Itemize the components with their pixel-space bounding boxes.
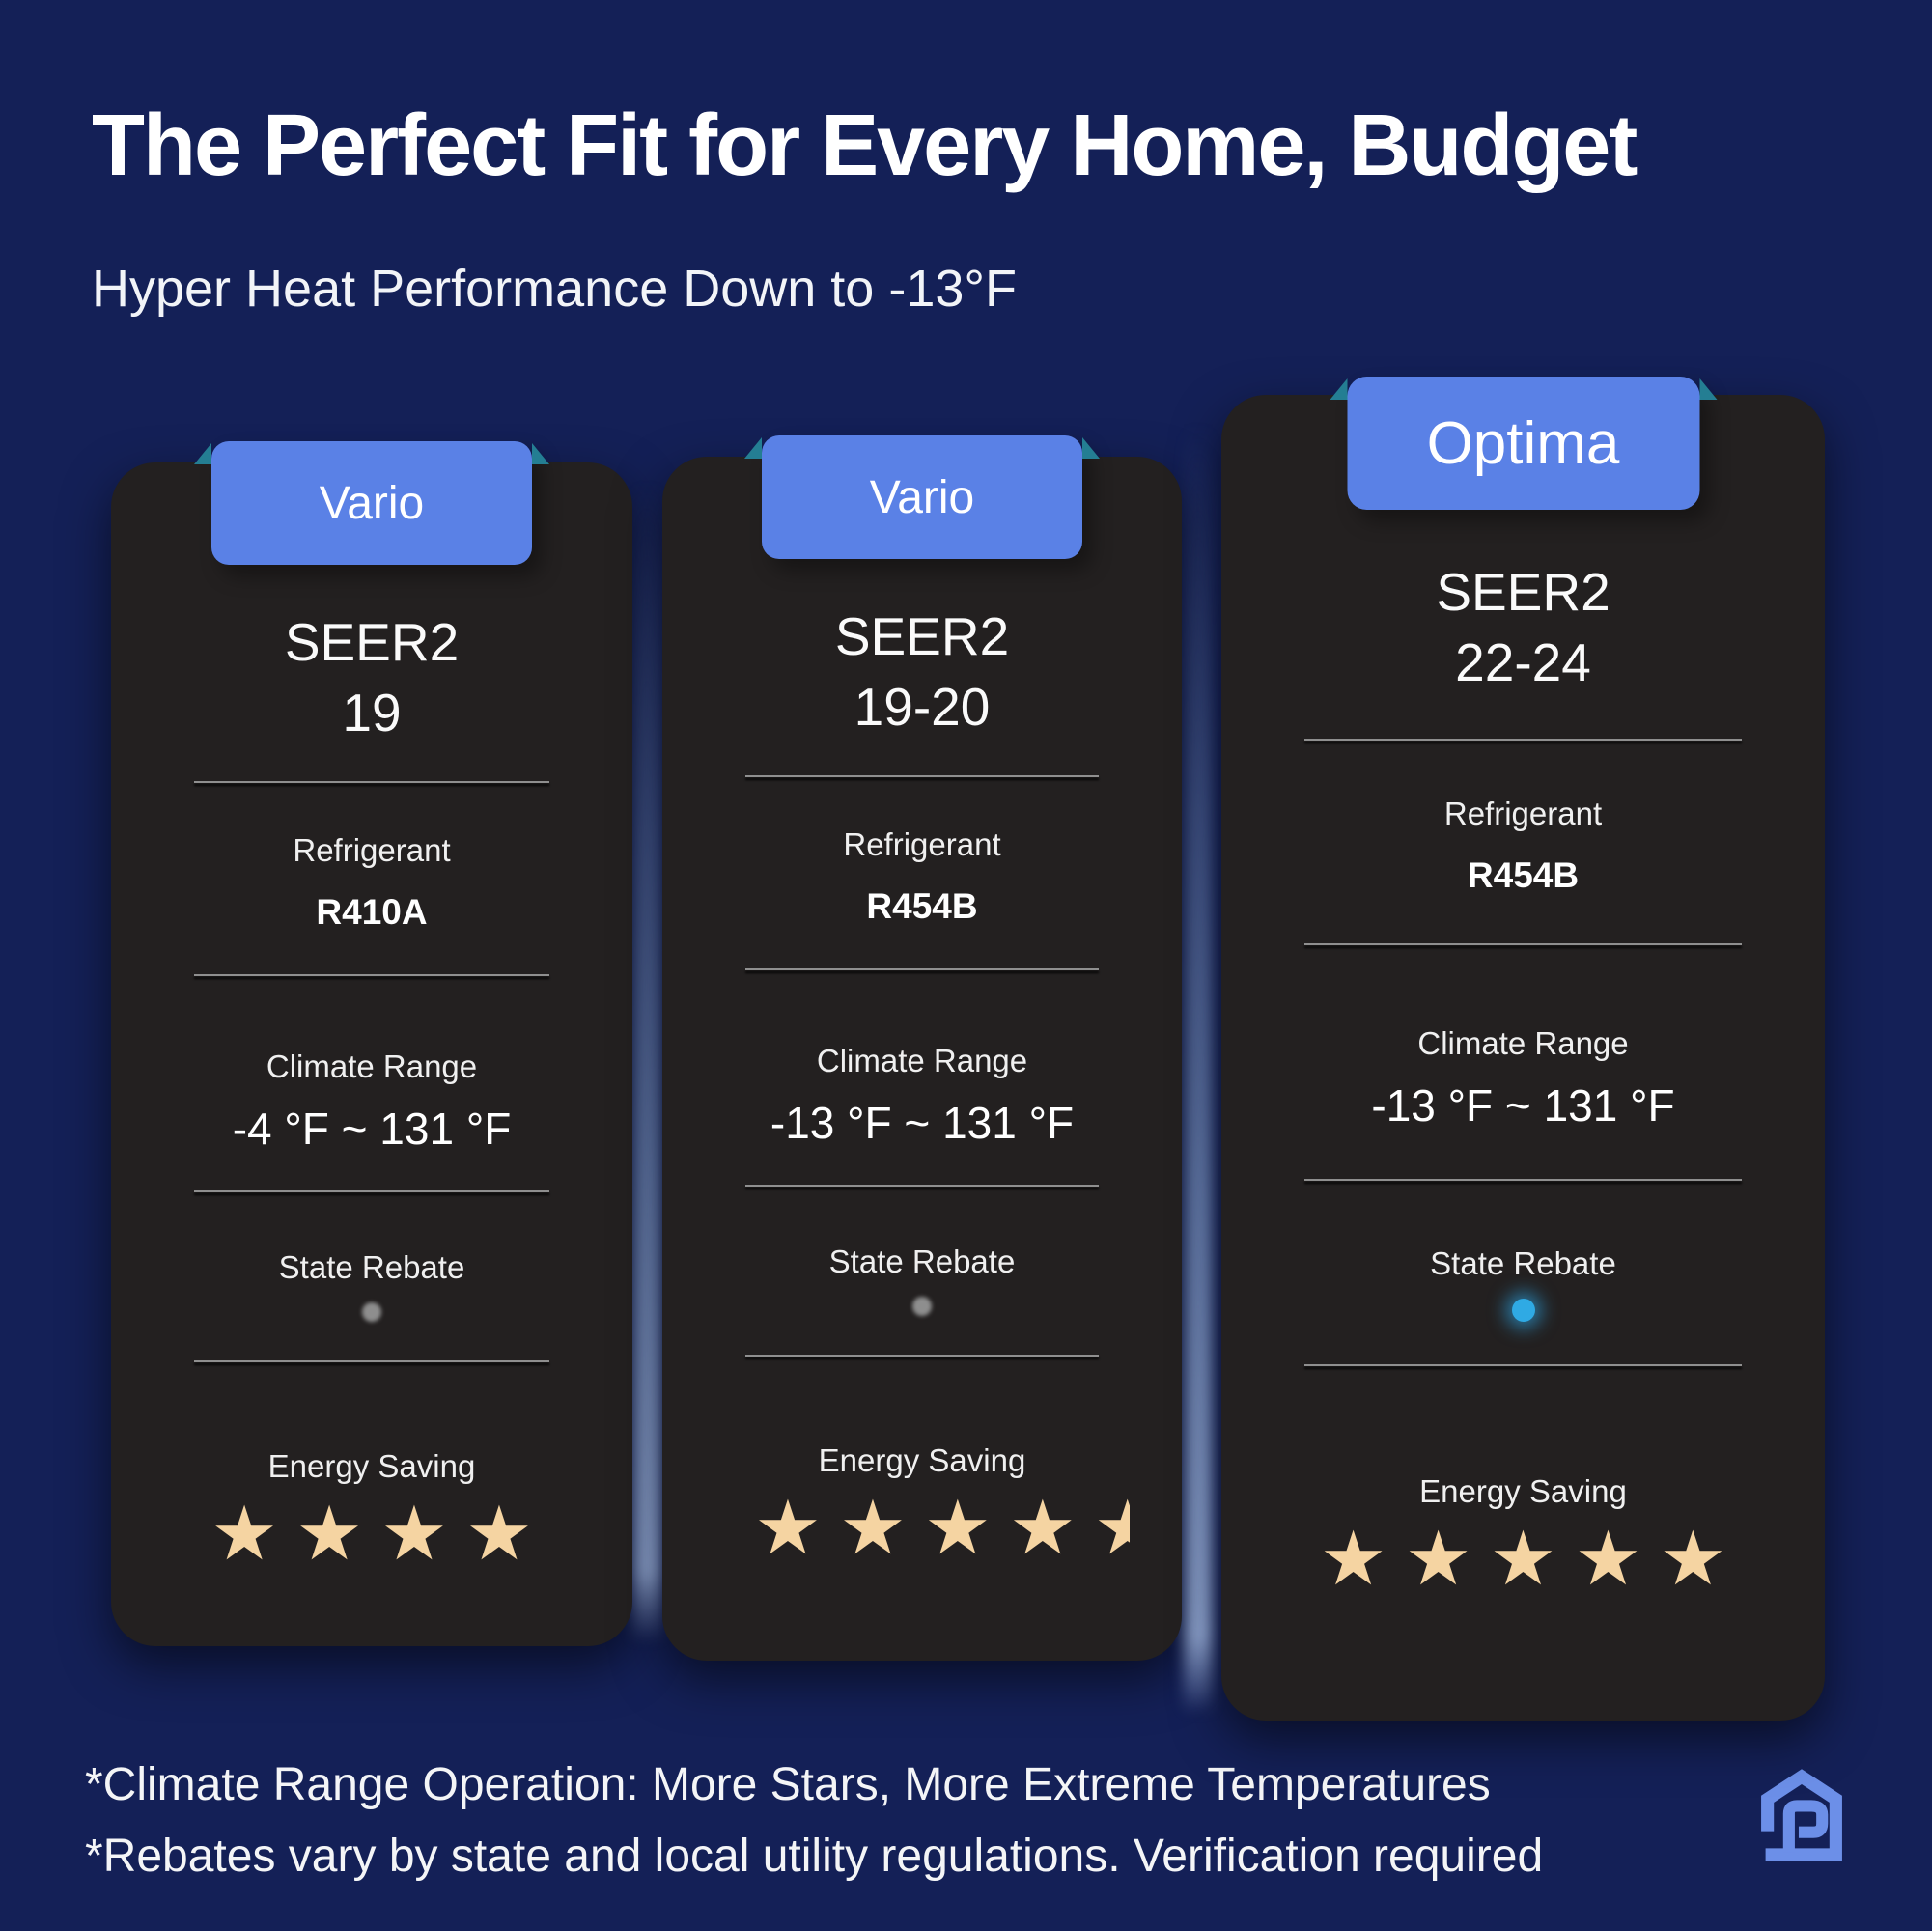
energy-star-rating: ★ ★ ★ ★ ★: [1304, 1521, 1742, 1596]
seer-label: SEER2: [834, 606, 1010, 666]
footnote-rebates: *Rebates vary by state and local utility…: [85, 1831, 1544, 1882]
star-icon: ★: [1489, 1516, 1557, 1601]
seer-label: SEER2: [284, 612, 460, 672]
star-icon: ★: [1319, 1516, 1387, 1601]
divider: [745, 968, 1099, 970]
refrigerant-value: R410A: [316, 892, 428, 932]
star-icon: ★: [295, 1491, 363, 1576]
divider: [194, 974, 549, 976]
divider: [1304, 1179, 1742, 1181]
climate-range-label: Climate Range: [816, 1043, 1028, 1078]
refrigerant-section: Refrigerant R454B: [1304, 795, 1742, 897]
refrigerant-section: Refrigerant R454B: [745, 826, 1099, 928]
product-badge: Optima: [1330, 377, 1717, 510]
star-icon: ★: [210, 1491, 279, 1576]
star-icon: ★: [1574, 1516, 1642, 1601]
energy-star-rating: ★ ★ ★ ★: [194, 1496, 549, 1571]
footnotes: *Climate Range Operation: More Stars, Mo…: [85, 1749, 1543, 1892]
divider: [1304, 943, 1742, 945]
footnote-climate: *Climate Range Operation: More Stars, Mo…: [85, 1759, 1491, 1810]
half-star-icon: ★: [1093, 1496, 1131, 1559]
divider: [194, 1360, 549, 1362]
rebate-indicator-dot: [362, 1302, 381, 1322]
seer-value: 19-20: [854, 677, 991, 737]
divider: [745, 1185, 1099, 1187]
divider: [1304, 1364, 1742, 1366]
refrigerant-label: Refrigerant: [1443, 796, 1603, 831]
divider: [745, 775, 1099, 777]
seer-value: 19: [342, 683, 402, 742]
product-card-vario-2: Vario SEER2 19-20 Refrigerant R454B Clim…: [662, 435, 1182, 1661]
energy-saving-section: Energy Saving ★ ★ ★ ★ ★: [1304, 1472, 1742, 1596]
seer-label: SEER2: [1436, 562, 1610, 622]
house-brand-logo-icon: [1757, 1769, 1846, 1866]
climate-range-section: Climate Range -13 °F ~ 131 °F: [1304, 1024, 1742, 1131]
refrigerant-label: Refrigerant: [843, 826, 1001, 862]
star-icon: ★: [754, 1485, 822, 1570]
seer-rating: SEER2 19-20: [745, 602, 1099, 742]
energy-saving-section: Energy Saving ★ ★ ★ ★: [194, 1447, 549, 1571]
product-card-optima: Optima SEER2 22-24 Refrigerant R454B Cli…: [1221, 377, 1825, 1721]
state-rebate-label: State Rebate: [828, 1244, 1016, 1279]
star-icon: ★: [923, 1485, 992, 1570]
state-rebate-section: State Rebate: [194, 1248, 549, 1322]
seer-rating: SEER2 22-24: [1304, 557, 1742, 698]
refrigerant-label: Refrigerant: [293, 832, 451, 868]
state-rebate-section: State Rebate: [1304, 1245, 1742, 1322]
glow-beam: [632, 483, 661, 1641]
energy-saving-section: Energy Saving ★ ★ ★ ★ ★: [745, 1441, 1130, 1565]
climate-range-value: -13 °F ~ 131 °F: [770, 1098, 1075, 1148]
seer-rating: SEER2 19: [194, 607, 549, 748]
energy-saving-label: Energy Saving: [1419, 1473, 1627, 1509]
star-icon: ★: [838, 1485, 907, 1570]
rebate-indicator-dot: [1511, 1299, 1535, 1322]
rebate-indicator-dot: [912, 1297, 932, 1316]
product-badge: Vario: [744, 435, 1100, 559]
page-title: The Perfect Fit for Every Home, Budget: [92, 98, 1638, 194]
star-icon: ★: [1404, 1516, 1472, 1601]
star-icon: ★: [464, 1491, 533, 1576]
climate-range-value: -4 °F ~ 131 °F: [232, 1104, 512, 1154]
product-badge: Vario: [194, 441, 549, 565]
refrigerant-section: Refrigerant R410A: [194, 831, 549, 934]
star-icon: ★: [1659, 1516, 1727, 1601]
state-rebate-section: State Rebate: [745, 1243, 1099, 1316]
product-card-vario-1: Vario SEER2 19 Refrigerant R410A Climate…: [111, 441, 632, 1646]
divider: [1304, 739, 1742, 741]
energy-saving-label: Energy Saving: [267, 1448, 476, 1484]
divider: [745, 1355, 1099, 1357]
energy-saving-label: Energy Saving: [818, 1442, 1026, 1478]
page-subtitle: Hyper Heat Performance Down to -13°F: [92, 260, 1017, 318]
state-rebate-label: State Rebate: [1430, 1245, 1616, 1281]
climate-range-value: -13 °F ~ 131 °F: [1371, 1080, 1675, 1131]
energy-star-rating: ★ ★ ★ ★ ★: [745, 1490, 1130, 1565]
climate-range-section: Climate Range -4 °F ~ 131 °F: [194, 1048, 549, 1154]
star-icon: ★: [380, 1491, 448, 1576]
divider: [194, 781, 549, 783]
refrigerant-value: R454B: [1467, 855, 1580, 895]
glow-beam: [1184, 425, 1213, 1714]
climate-range-label: Climate Range: [1417, 1025, 1629, 1061]
climate-range-label: Climate Range: [266, 1049, 478, 1084]
seer-value: 22-24: [1455, 632, 1591, 692]
refrigerant-value: R454B: [866, 886, 978, 926]
climate-range-section: Climate Range -13 °F ~ 131 °F: [745, 1042, 1099, 1148]
star-icon: ★: [1008, 1485, 1077, 1570]
state-rebate-label: State Rebate: [278, 1249, 465, 1285]
divider: [194, 1190, 549, 1192]
